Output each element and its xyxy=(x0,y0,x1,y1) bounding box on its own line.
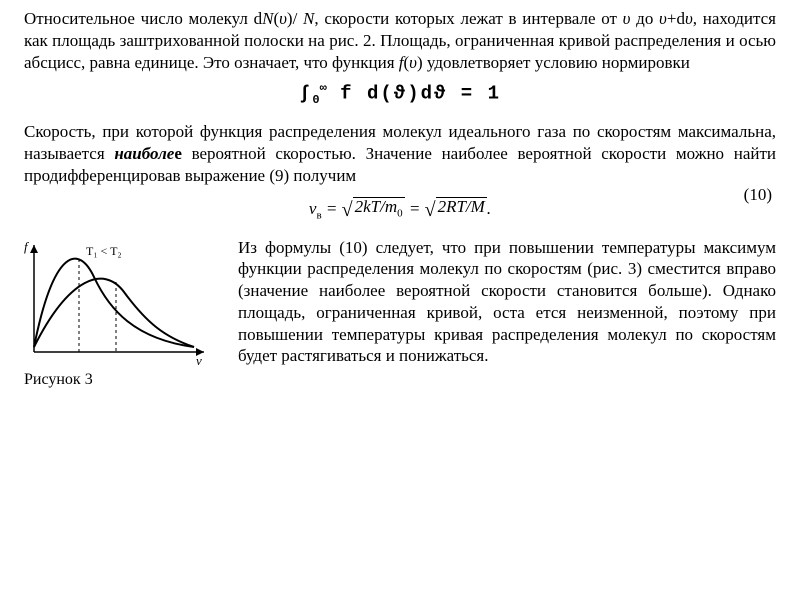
p1-b: N xyxy=(262,9,273,28)
figure-3: f v T₁ < T₂ Рисунок 3 xyxy=(24,237,224,389)
eq1-body: f d(ϑ)dϑ = 1 xyxy=(327,83,501,105)
p1-p: υ xyxy=(409,53,417,72)
paragraph-3: Из формулы (10) следует, что при повышен… xyxy=(238,237,776,368)
equation-2: vв = √2kT/m0 = √2RT/M. xyxy=(309,197,491,222)
figure-3-caption: Рисунок 3 xyxy=(24,371,224,389)
p1-l: υ xyxy=(685,9,693,28)
p1-e: )/ xyxy=(287,9,303,28)
curve-t1 xyxy=(34,258,194,346)
p1-f: N xyxy=(303,9,314,28)
p1-g: , скорости которых лежат в интервале от xyxy=(314,9,622,28)
p1-i: до xyxy=(630,9,659,28)
paragraph-1: Относительное число молекул dN(υ)/ N, ск… xyxy=(24,8,776,73)
paragraph-2: Скорость, при которой функция распределе… xyxy=(24,121,776,186)
eq2-mid: = xyxy=(405,199,425,218)
curve-t2 xyxy=(34,278,194,346)
y-axis-label: f xyxy=(24,239,30,254)
equation-1: ∫0∞ f d(ϑ)dϑ = 1 xyxy=(24,81,776,107)
surd-1-icon: √ xyxy=(342,199,353,221)
eq1-lo: 0 xyxy=(312,93,319,107)
surd-2-icon: √ xyxy=(425,199,436,221)
eq2-rad1-sub: 0 xyxy=(397,208,403,220)
figure-3-svg: f v T₁ < T₂ xyxy=(24,237,214,367)
eq2-eq: = xyxy=(322,199,342,218)
equation-2-number: (10) xyxy=(744,185,772,205)
p2-em2: е xyxy=(174,144,182,163)
p1-a: Относительное число молекул d xyxy=(24,9,262,28)
eq2-rad1-body: 2kT/m xyxy=(355,197,398,216)
eq1-int: ∫ xyxy=(299,83,312,105)
eq1-hi: ∞ xyxy=(320,81,327,95)
equation-2-row: vв = √2kT/m0 = √2RT/M. (10) xyxy=(24,193,776,227)
p1-d: υ xyxy=(279,9,287,28)
x-axis-label: v xyxy=(196,353,202,367)
eq2-rad1: 2kT/m0 xyxy=(353,197,405,219)
curve-label: T₁ < T₂ xyxy=(86,244,122,258)
p1-j: υ xyxy=(659,9,667,28)
p1-k: +d xyxy=(667,9,685,28)
p1-q: ) удовлетворяет условию нормировки xyxy=(417,53,690,72)
eq2-rad2: 2RT/M xyxy=(436,197,487,215)
y-axis-arrow-icon xyxy=(30,245,38,253)
eq2-dot: . xyxy=(487,199,491,218)
p2-em: наиболе xyxy=(114,144,174,163)
